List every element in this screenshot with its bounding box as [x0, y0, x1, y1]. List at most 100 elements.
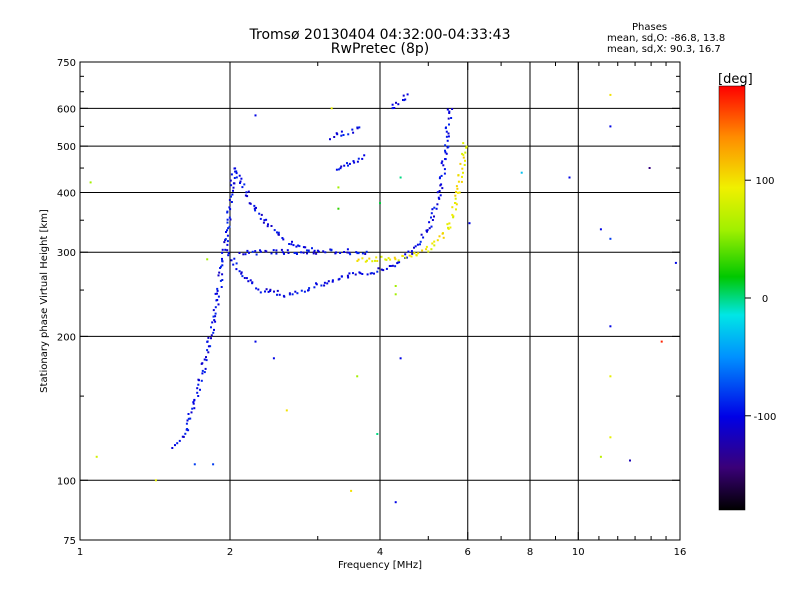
- data-point: [629, 459, 631, 462]
- data-point: [444, 144, 447, 147]
- data-point: [238, 252, 241, 254]
- axes: 1 2 4 6 8 10 16 75 100 200 300 400 500 600 750: [57, 58, 686, 558]
- data-point: [324, 251, 327, 254]
- data-point: [445, 130, 448, 133]
- data-point: [385, 258, 388, 261]
- data-point: [462, 171, 464, 174]
- data-point: [445, 126, 447, 129]
- data-point: [447, 226, 449, 229]
- data-point: [257, 288, 260, 291]
- data-point: [347, 164, 349, 167]
- colorbar-ticks: 100 0 -100: [745, 176, 776, 423]
- x-tick-label: 4: [377, 547, 383, 558]
- data-point: [330, 107, 333, 110]
- data-point: [189, 417, 192, 420]
- data-point: [425, 229, 428, 232]
- y-tick-label: 500: [57, 142, 76, 153]
- data-point: [209, 345, 212, 348]
- data-point: [327, 280, 330, 283]
- data-point: [455, 203, 458, 206]
- data-point: [441, 160, 444, 163]
- data-point: [399, 357, 402, 360]
- y-tick-label: 75: [63, 536, 76, 547]
- data-point: [291, 240, 293, 243]
- data-point: [446, 139, 449, 142]
- data-point: [227, 254, 230, 257]
- data-point: [230, 201, 233, 203]
- data-point: [447, 135, 450, 138]
- data-point: [660, 340, 663, 343]
- data-point: [326, 282, 329, 285]
- data-point: [201, 362, 204, 365]
- data-point: [448, 112, 451, 114]
- data-point: [228, 199, 231, 201]
- data-point: [290, 243, 293, 246]
- data-point: [375, 256, 378, 259]
- data-point: [462, 142, 465, 145]
- y-tick-label: 100: [57, 476, 76, 487]
- data-point: [358, 126, 361, 129]
- data-point: [404, 98, 407, 101]
- data-point: [404, 253, 407, 256]
- data-point: [430, 248, 433, 251]
- data-point: [356, 160, 359, 163]
- data-point: [273, 290, 275, 293]
- data-point: [323, 281, 326, 284]
- data-point: [255, 206, 257, 209]
- data-point: [211, 321, 214, 324]
- data-point: [340, 134, 343, 137]
- data-point: [450, 117, 453, 119]
- data-point: [426, 230, 428, 233]
- data-point: [204, 367, 207, 370]
- x-tick-label: 2: [227, 547, 233, 558]
- data-point: [433, 244, 436, 247]
- data-point: [340, 275, 343, 278]
- data-point: [431, 242, 434, 245]
- data-point: [262, 221, 265, 224]
- data-point: [276, 231, 278, 234]
- data-point: [335, 168, 338, 171]
- data-point: [349, 253, 352, 256]
- data-point: [242, 253, 245, 256]
- data-point: [407, 250, 410, 253]
- data-point: [419, 243, 421, 246]
- data-point: [430, 225, 433, 228]
- data-point: [443, 172, 446, 175]
- phase-stats-heading: Phases: [632, 22, 668, 33]
- data-point: [275, 252, 278, 255]
- data-point: [214, 315, 217, 318]
- data-point: [240, 177, 243, 180]
- data-point: [431, 219, 434, 221]
- data-point: [365, 250, 368, 253]
- data-point: [406, 93, 409, 96]
- data-point: [216, 299, 219, 301]
- data-point: [243, 277, 246, 279]
- data-point: [229, 179, 232, 182]
- data-point: [331, 279, 334, 282]
- y-tick-label: 600: [57, 104, 76, 115]
- data-point: [233, 167, 236, 170]
- y-tick-label: 750: [57, 58, 76, 69]
- data-point: [235, 176, 238, 179]
- data-point: [248, 251, 250, 254]
- data-point: [380, 255, 383, 258]
- data-point: [357, 252, 360, 255]
- data-point: [287, 252, 290, 254]
- data-point: [445, 152, 448, 155]
- data-point: [187, 429, 190, 432]
- data-point: [221, 259, 224, 262]
- data-point: [361, 252, 364, 255]
- data-point: [422, 236, 425, 239]
- data-point: [356, 375, 359, 378]
- data-point: [227, 227, 230, 230]
- data-point: [267, 290, 270, 293]
- data-point: [187, 413, 190, 415]
- data-point: [442, 164, 445, 167]
- data-point: [361, 157, 364, 160]
- data-point: [312, 251, 315, 254]
- data-point: [245, 277, 248, 280]
- data-point: [430, 216, 432, 219]
- data-point: [221, 273, 224, 276]
- data-point: [464, 151, 467, 154]
- data-point: [226, 234, 229, 237]
